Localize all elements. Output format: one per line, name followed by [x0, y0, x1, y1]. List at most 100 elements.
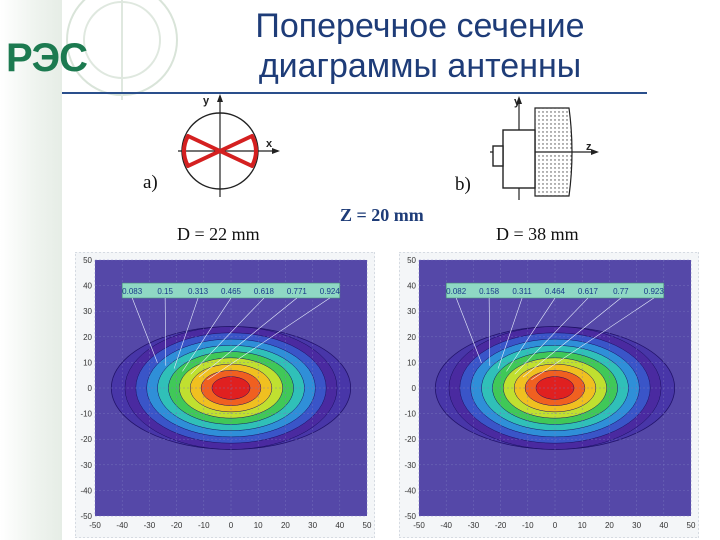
y-tick-label: 50 [407, 256, 416, 265]
logo: РЭС [6, 36, 88, 80]
diagram-b-feed [492, 145, 504, 167]
contour-leader-line [131, 297, 158, 364]
diagram-b-label: b) [455, 174, 471, 195]
contour-leader-line [514, 297, 589, 375]
contour-leader-line [190, 297, 265, 375]
y-tick-label: -50 [404, 512, 416, 521]
y-tick-label: 40 [407, 282, 416, 291]
x-tick-label: -40 [440, 521, 452, 530]
y-tick-label: -10 [80, 410, 92, 419]
heatmap-panel-d38: -50 -40 -30 -20 -10 0 10 20 30 40 50 50 40 30 20 10 0 -10… [399, 252, 699, 538]
x-tick-label: 50 [687, 521, 696, 530]
y-tick-label: 10 [407, 358, 416, 367]
contour-leader-line [497, 297, 523, 369]
sidebar-decoration [0, 0, 62, 540]
contour-level-label: 0.618 [254, 287, 275, 296]
contour-level-label: 0.77 [613, 287, 629, 296]
y-tick-label: 30 [83, 307, 92, 316]
x-tick-label: -10 [522, 521, 534, 530]
contour-level-label: 0.083 [122, 287, 143, 296]
diagram-b-z-arrow-icon [591, 149, 599, 155]
x-tick-label: 20 [281, 521, 290, 530]
y-tick-label: -40 [404, 486, 416, 495]
y-tick-label: -50 [80, 512, 92, 521]
y-tick-label: -40 [80, 486, 92, 495]
x-tick-label: -30 [144, 521, 156, 530]
caption-left: D = 22 mm [177, 224, 260, 244]
contour-leader-line [198, 297, 298, 378]
x-tick-label: -10 [198, 521, 210, 530]
x-tick-label: 0 [229, 521, 234, 530]
y-tick-label: -30 [404, 461, 416, 470]
x-tick-label: 50 [363, 521, 372, 530]
watermark-emblem-icon [66, 0, 178, 100]
diagram-a-x-label: x [266, 138, 273, 150]
x-tick-label: 10 [254, 521, 263, 530]
contour-level-label: 0.158 [479, 287, 500, 296]
y-tick-label: 50 [83, 256, 92, 265]
contour-leader-line [488, 298, 491, 366]
contour-leader-line [182, 297, 232, 372]
x-tick-label: -30 [468, 521, 480, 530]
diagram-a-y-label: y [203, 95, 210, 107]
diagram-a-y-arrow-icon [217, 94, 223, 102]
contour-level-label: 0.617 [578, 287, 599, 296]
title-line-2: диаграммы антенны [258, 47, 582, 85]
contour-level-label: 0.465 [221, 287, 242, 296]
y-tick-label: 30 [407, 307, 416, 316]
x-tick-label: 40 [335, 521, 344, 530]
x-tick-label: -50 [89, 521, 101, 530]
diagram-a-x-arrow-icon [272, 148, 280, 154]
y-tick-label: -20 [404, 435, 416, 444]
caption-middle: Z = 20 mm [340, 205, 424, 225]
diagram-b-z-label: z [586, 141, 592, 153]
x-tick-label: -40 [116, 521, 128, 530]
contour-leader-line [164, 298, 167, 366]
contour-leader-line [455, 297, 482, 364]
contour-leader-line [506, 297, 556, 372]
contour-level-label: 0.15 [157, 287, 173, 296]
contour-leader-line [531, 297, 654, 381]
contour-level-label: 0.924 [320, 287, 341, 296]
contour-level-label: 0.311 [512, 287, 532, 296]
contour-leader-line [173, 297, 199, 369]
x-tick-label: 0 [553, 521, 558, 530]
x-tick-label: 30 [308, 521, 317, 530]
diagram-b-y-label: y [514, 96, 521, 108]
y-tick-label: 0 [412, 384, 417, 393]
y-tick-label: 10 [83, 358, 92, 367]
contour-level-label: 0.464 [545, 287, 566, 296]
contour-level-label: 0.082 [446, 287, 467, 296]
diagram-a-label: a) [143, 172, 158, 193]
diagram-a-left-lobe [182, 134, 222, 168]
contour-level-label: 0.771 [287, 287, 308, 296]
y-tick-label: -30 [80, 461, 92, 470]
diagram-b-y-arrow-icon [516, 96, 522, 104]
x-tick-label: -50 [413, 521, 425, 530]
y-tick-label: 0 [88, 384, 93, 393]
y-tick-label: 20 [83, 333, 92, 342]
x-tick-label: 30 [632, 521, 641, 530]
x-tick-label: 40 [659, 521, 668, 530]
y-tick-label: -20 [80, 435, 92, 444]
y-tick-label: -10 [404, 410, 416, 419]
title-underline [62, 92, 647, 94]
contour-level-label: 0.313 [188, 287, 209, 296]
contour-leader-line [522, 297, 622, 378]
x-tick-label: 20 [605, 521, 614, 530]
y-tick-label: 40 [83, 282, 92, 291]
diagram-b-dielectric [534, 107, 573, 197]
contour-level-label: 0.923 [644, 287, 665, 296]
heatmap-panel-d22: -50 -40 -30 -20 -10 0 10 20 30 40 50 50 40 30 20 10 0 -10… [75, 252, 375, 538]
contour-leader-line [207, 297, 330, 381]
diagram-a-xy-section [178, 94, 280, 197]
page-title: Поперечное сечение диаграммы антенны [140, 6, 700, 86]
diagram-b-yz-section [490, 96, 599, 200]
diagram-a-right-lobe [218, 134, 258, 168]
x-tick-label: -20 [171, 521, 183, 530]
diagram-b-horn-body [502, 129, 536, 189]
title-line-1: Поперечное сечение [255, 7, 585, 45]
x-tick-label: 10 [578, 521, 587, 530]
x-tick-label: -20 [495, 521, 507, 530]
y-tick-label: 20 [407, 333, 416, 342]
